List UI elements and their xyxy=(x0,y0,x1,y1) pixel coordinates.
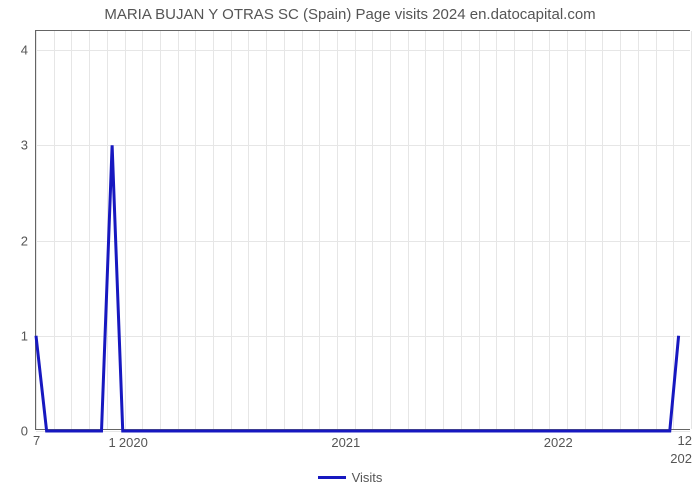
legend-swatch xyxy=(318,476,346,479)
y-tick-label: 3 xyxy=(21,138,36,153)
x-right-corner-label: 12 xyxy=(678,433,692,448)
legend-label: Visits xyxy=(352,470,383,485)
x-right-corner-label-2: 202 xyxy=(670,451,692,466)
x-left-corner-label: 7 xyxy=(33,433,40,448)
legend: Visits xyxy=(0,470,700,485)
chart-title: MARIA BUJAN Y OTRAS SC (Spain) Page visi… xyxy=(0,6,700,23)
line-series xyxy=(36,31,691,431)
chart-container: MARIA BUJAN Y OTRAS SC (Spain) Page visi… xyxy=(0,0,700,500)
x-secondary-tick-label: 1 xyxy=(108,429,115,450)
y-tick-label: 4 xyxy=(21,43,36,58)
plot-area: 012342020202120221712202 xyxy=(35,30,690,430)
gridline-v xyxy=(691,31,692,429)
y-tick-label: 1 xyxy=(21,328,36,343)
y-tick-label: 2 xyxy=(21,233,36,248)
